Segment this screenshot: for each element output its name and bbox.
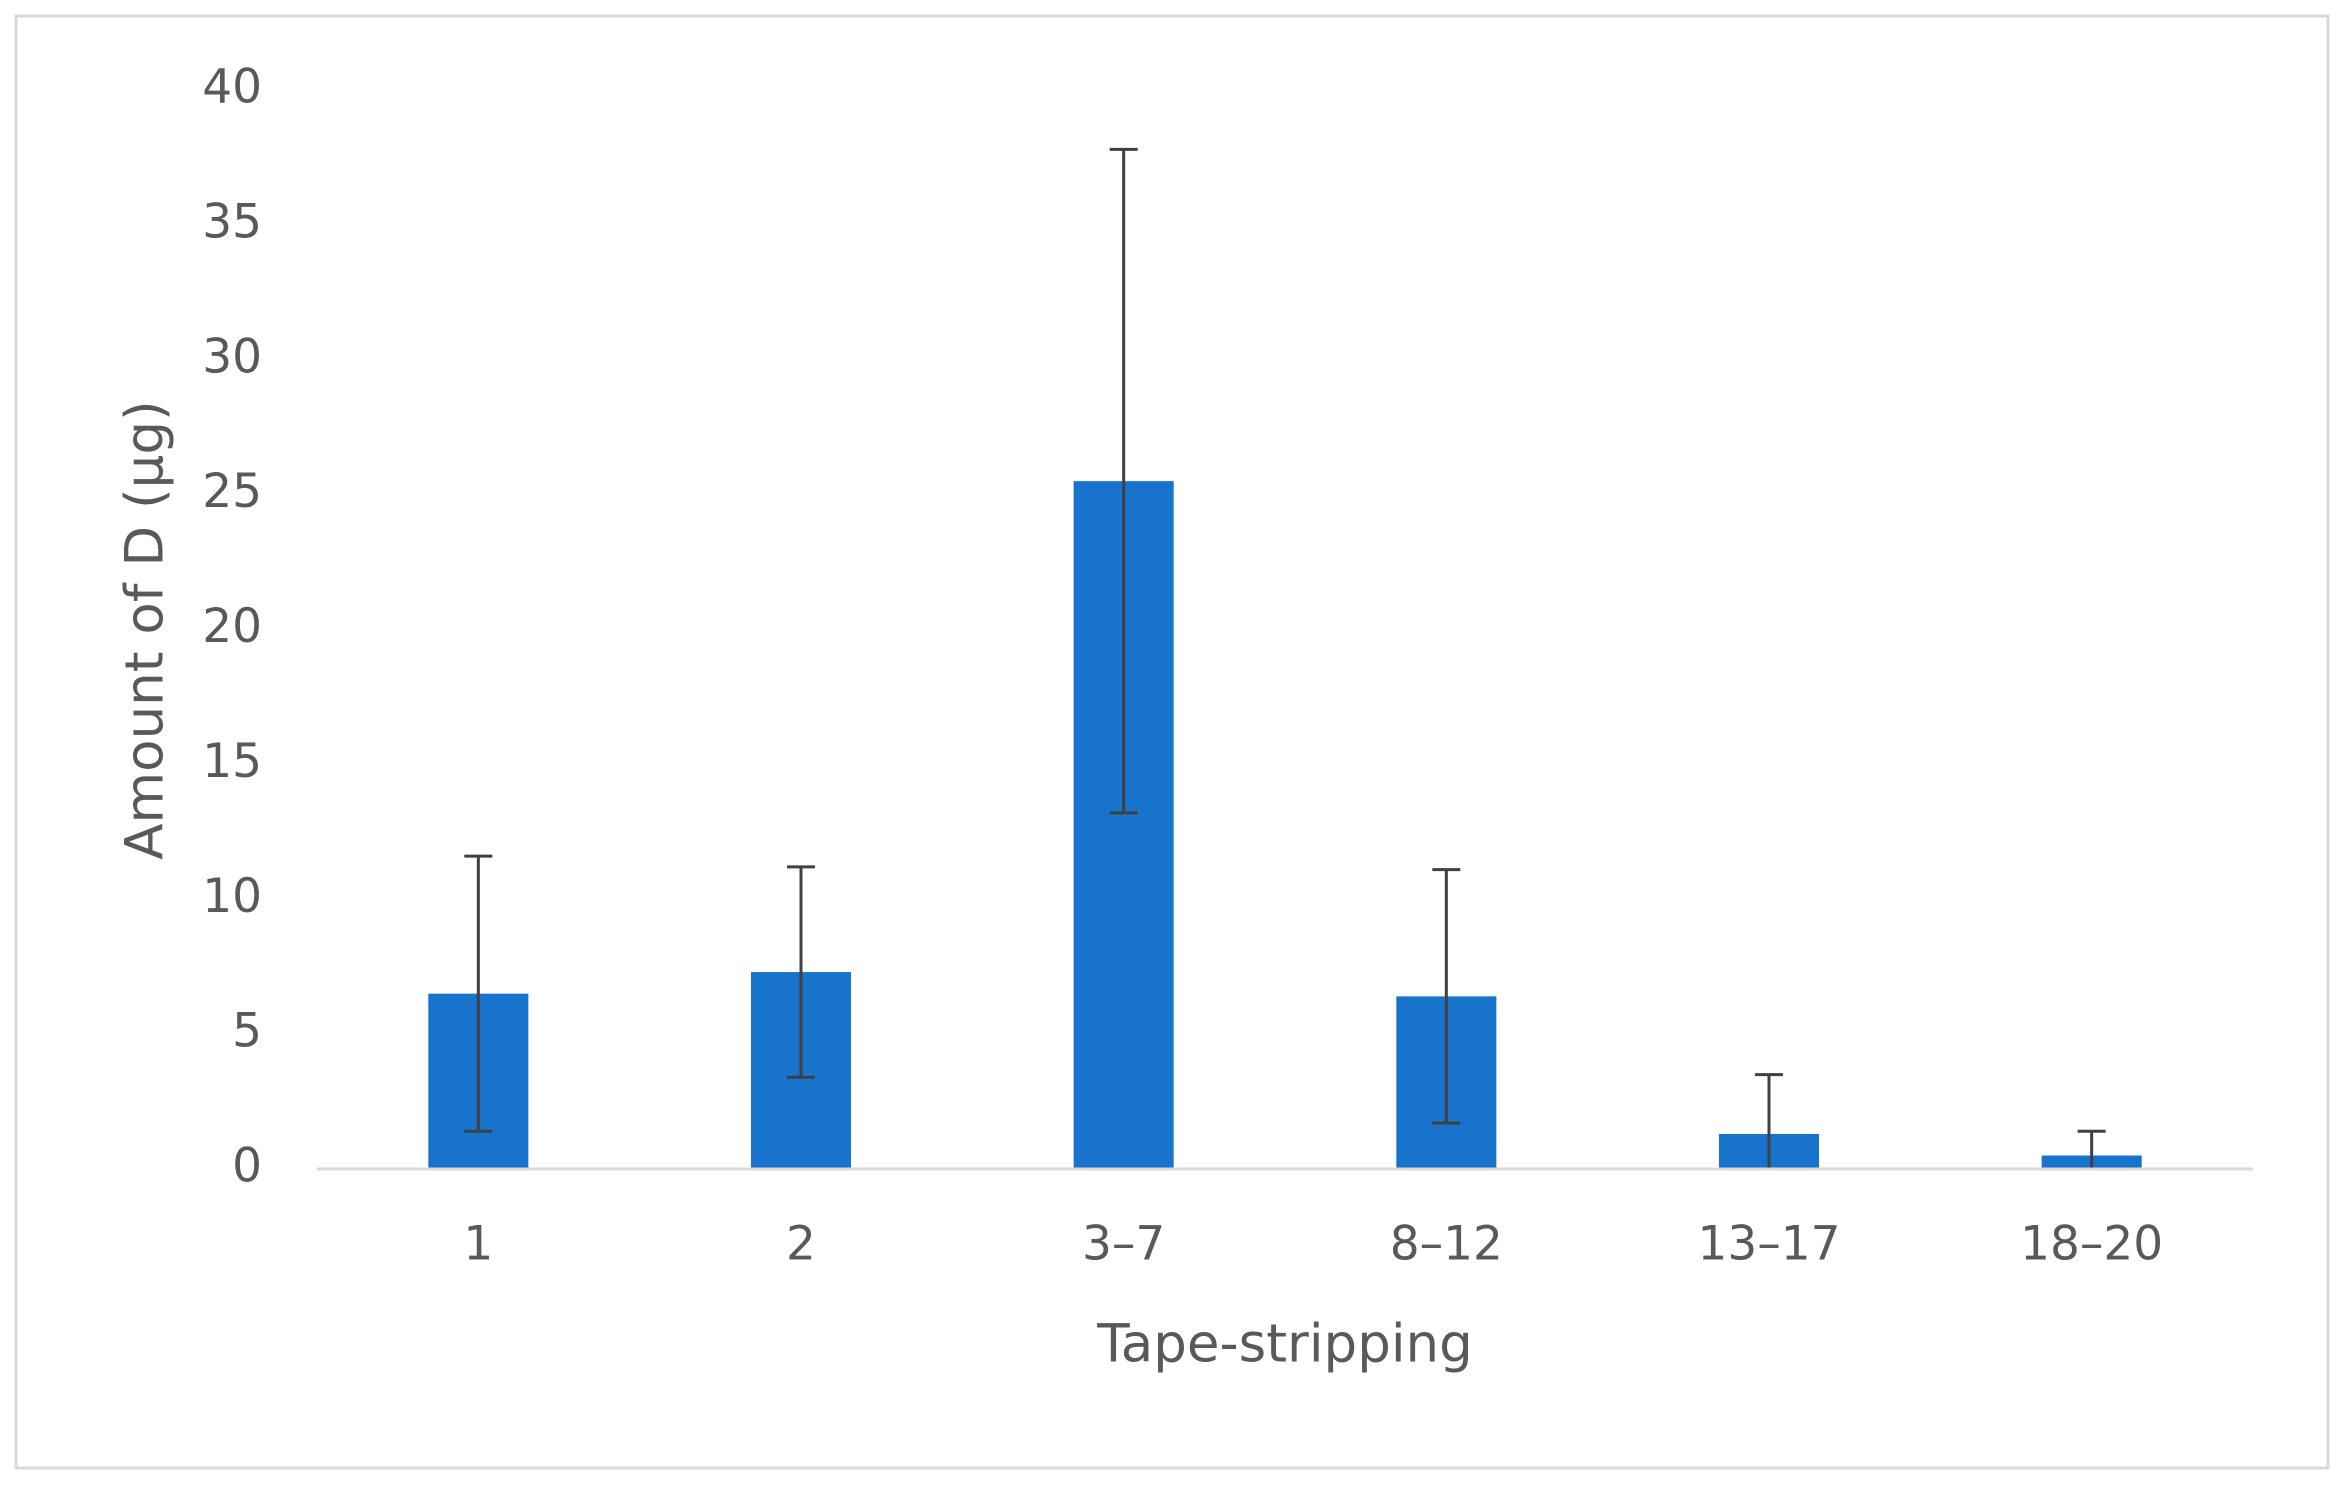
x-tick-label: 8–12 [1390,1217,1503,1272]
error-bar [1432,868,1461,1125]
y-tick-label: 30 [202,329,262,384]
y-tick-label: 15 [202,734,262,789]
y-tick-label: 10 [202,869,262,924]
plot-area [428,147,2142,1169]
x-tick-label: 13–17 [1697,1217,1840,1272]
x-axis-title: Tape-stripping [1096,1314,1473,1375]
y-tick-label: 20 [202,599,262,654]
error-bar [2077,1129,2106,1169]
y-tick-label: 5 [232,1004,262,1059]
y-tick-label: 35 [202,194,262,249]
y-tick-label: 40 [202,60,262,115]
y-tick-label: 25 [202,464,262,519]
x-tick-label: 18–20 [2020,1217,2163,1272]
x-tick-label: 1 [463,1217,493,1272]
error-bar [1755,1073,1783,1169]
error-bar [1109,147,1138,815]
y-axis-title: Amount of D (µg) [115,400,176,859]
x-tick-label: 3–7 [1082,1217,1165,1272]
error-bar [464,854,493,1133]
y-tick-label: 0 [232,1139,262,1194]
error-bar [787,865,815,1079]
x-tick-label: 2 [786,1217,816,1272]
